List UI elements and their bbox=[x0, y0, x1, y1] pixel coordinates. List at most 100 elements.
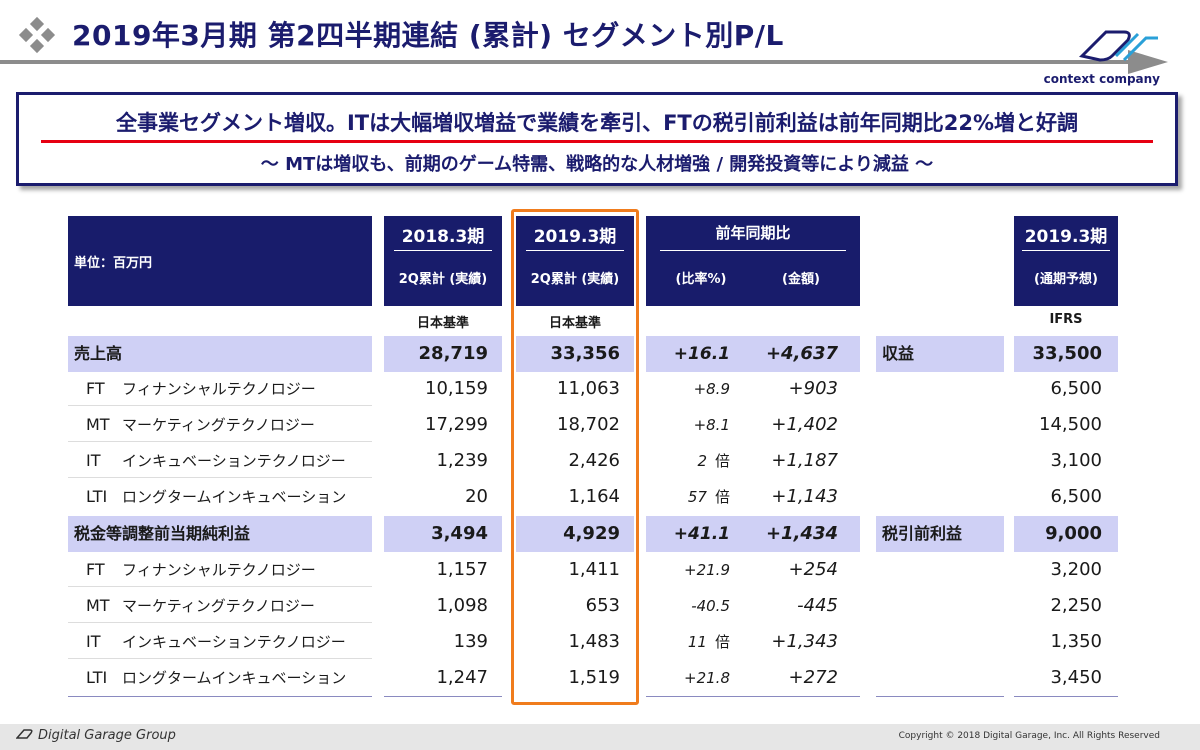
cell-v2019: 4,929 bbox=[563, 523, 620, 544]
cell-amount: +1,187 bbox=[771, 450, 838, 471]
context-company-logo: context company bbox=[1040, 26, 1160, 88]
band-pretax-fclabel bbox=[876, 516, 1004, 552]
footer-copyright: Copyright © 2018 Digital Garage, Inc. Al… bbox=[898, 731, 1160, 741]
cell-v2019: 653 bbox=[585, 595, 620, 616]
ratio-value: 11 bbox=[687, 633, 707, 651]
cell-ratio: +21.8 bbox=[646, 660, 730, 696]
cell-v2019: 1,483 bbox=[568, 631, 620, 652]
cell-fc: 1,350 bbox=[1050, 631, 1102, 652]
cell-fc: 14,500 bbox=[1039, 414, 1102, 435]
col-2019-sub: 2Q累計 (実績) bbox=[530, 272, 620, 287]
cell-amount: +1,402 bbox=[771, 414, 838, 435]
cell-fc: 6,500 bbox=[1050, 378, 1102, 399]
row-label: フィナンシャルテクノロジー bbox=[122, 561, 316, 579]
ratio-value: +8.1 bbox=[693, 416, 730, 434]
band-sales-2019 bbox=[516, 336, 634, 372]
dc-logo-icon bbox=[1079, 30, 1158, 62]
cell-v2018: 17,299 bbox=[425, 414, 488, 435]
note-2018: 日本基準 bbox=[416, 316, 469, 331]
ratio-value: +21.9 bbox=[684, 561, 730, 579]
cell-v2018: 28,719 bbox=[418, 343, 488, 364]
cell-ratio: +16.1 bbox=[673, 344, 730, 364]
footer-company-name: Digital Garage Group bbox=[38, 728, 176, 743]
summary-box: 全事業セグメント増収。ITは大幅増収増益で業績を牽引、FTの税引前利益は前年同期… bbox=[16, 92, 1178, 186]
row-label: 売上高 bbox=[74, 344, 123, 363]
row-label: マーケティングテクノロジー bbox=[122, 597, 315, 615]
cell-fc: 9,000 bbox=[1045, 523, 1102, 544]
band-sales-2018 bbox=[384, 336, 502, 372]
title-divider bbox=[0, 60, 1130, 64]
cell-ratio: +8.1 bbox=[646, 407, 730, 443]
cell-fc: 3,450 bbox=[1050, 667, 1102, 688]
row-code: LTI bbox=[86, 668, 108, 687]
cell-v2018: 10,159 bbox=[425, 378, 488, 399]
row-label: ロングタームインキュベーション bbox=[122, 669, 347, 687]
ratio-suffix: 倍 bbox=[714, 452, 730, 470]
cell-v2019: 1,519 bbox=[568, 667, 620, 688]
cell-v2019: 33,356 bbox=[550, 343, 620, 364]
col-yoy-ratio: (比率%) bbox=[675, 272, 727, 287]
row-divider bbox=[68, 441, 372, 442]
footer-company: Digital Garage Group bbox=[15, 728, 176, 743]
unit-header: 単位：百万円 bbox=[68, 216, 372, 306]
diamond-bullet-icon bbox=[18, 16, 58, 56]
cell-amount: +272 bbox=[788, 667, 838, 688]
cell-fc: 6,500 bbox=[1050, 486, 1102, 507]
cell-amount: -445 bbox=[797, 595, 838, 616]
cell-v2019: 1,164 bbox=[568, 486, 620, 507]
row-code: IT bbox=[86, 632, 101, 651]
cell-v2018: 20 bbox=[465, 486, 488, 507]
band-pretax-2018 bbox=[384, 516, 502, 552]
row-label: インキュベーションテクノロジー bbox=[122, 452, 346, 470]
col-fc-header: 2019.3期 (通期予想) bbox=[1014, 216, 1118, 306]
cell-fc: 3,200 bbox=[1050, 559, 1102, 580]
table-bottom-line bbox=[68, 696, 372, 697]
ratio-value: 57 bbox=[687, 488, 707, 506]
row-code: MT bbox=[86, 596, 110, 615]
band-pretax-label bbox=[68, 516, 372, 552]
row-code: MT bbox=[86, 415, 110, 434]
col-yoy-top: 前年同期比 bbox=[715, 224, 791, 242]
note-fc: IFRS bbox=[1049, 312, 1083, 327]
ratio-value: -40.5 bbox=[691, 597, 730, 615]
band-sales-fc bbox=[1014, 336, 1118, 372]
cell-amount: +1,343 bbox=[771, 631, 838, 652]
cell-v2018: 1,239 bbox=[436, 450, 488, 471]
col-fc-sub: (通期予想) bbox=[1034, 272, 1098, 287]
col-2019-header: 2019.3期 2Q累計 (実績) bbox=[516, 216, 634, 306]
cell-v2018: 1,098 bbox=[436, 595, 488, 616]
cell-v2019: 2,426 bbox=[568, 450, 620, 471]
row-label: フィナンシャルテクノロジー bbox=[122, 380, 316, 398]
cell-v2019: 1,411 bbox=[568, 559, 620, 580]
cell-amount: +903 bbox=[788, 378, 838, 399]
cell-ratio: +8.9 bbox=[646, 371, 730, 407]
cell-fc-label: 税引前利益 bbox=[882, 524, 963, 543]
summary-subline: 〜 MTは増収も、前期のゲーム特需、戦略的な人材増強 / 開発投資等により減益 … bbox=[260, 154, 934, 175]
cell-fc: 2,250 bbox=[1050, 595, 1102, 616]
summary-headline: 全事業セグメント増収。ITは大幅増収増益で業績を牽引、FTの税引前利益は前年同期… bbox=[115, 111, 1079, 135]
table-bottom-line bbox=[876, 696, 1004, 697]
unit-label: 単位：百万円 bbox=[74, 256, 153, 271]
row-code: FT bbox=[86, 379, 105, 398]
ratio-value: +21.8 bbox=[684, 669, 730, 687]
current-period-highlight bbox=[511, 209, 639, 705]
band-pretax-2019 bbox=[516, 516, 634, 552]
row-code: LTI bbox=[86, 487, 108, 506]
row-code: IT bbox=[86, 451, 101, 470]
col-2019-top: 2019.3期 bbox=[533, 227, 617, 247]
cell-amount: +4,637 bbox=[765, 343, 838, 364]
row-divider bbox=[68, 586, 372, 587]
table-bottom-line bbox=[1014, 696, 1118, 697]
logo-text: context company bbox=[1043, 72, 1160, 86]
band-sales-yoy bbox=[646, 336, 860, 372]
arrow-icon bbox=[1128, 50, 1168, 74]
footer: Digital Garage Group Copyright © 2018 Di… bbox=[0, 724, 1200, 750]
row-divider bbox=[68, 622, 372, 623]
row-label: インキュベーションテクノロジー bbox=[122, 633, 346, 651]
row-divider bbox=[68, 405, 372, 406]
cell-ratio: +41.1 bbox=[673, 524, 730, 544]
ratio-value: 2 bbox=[697, 452, 707, 470]
band-pretax-fc bbox=[1014, 516, 1118, 552]
band-sales-label bbox=[68, 336, 372, 372]
band-sales-fclabel bbox=[876, 336, 1004, 372]
